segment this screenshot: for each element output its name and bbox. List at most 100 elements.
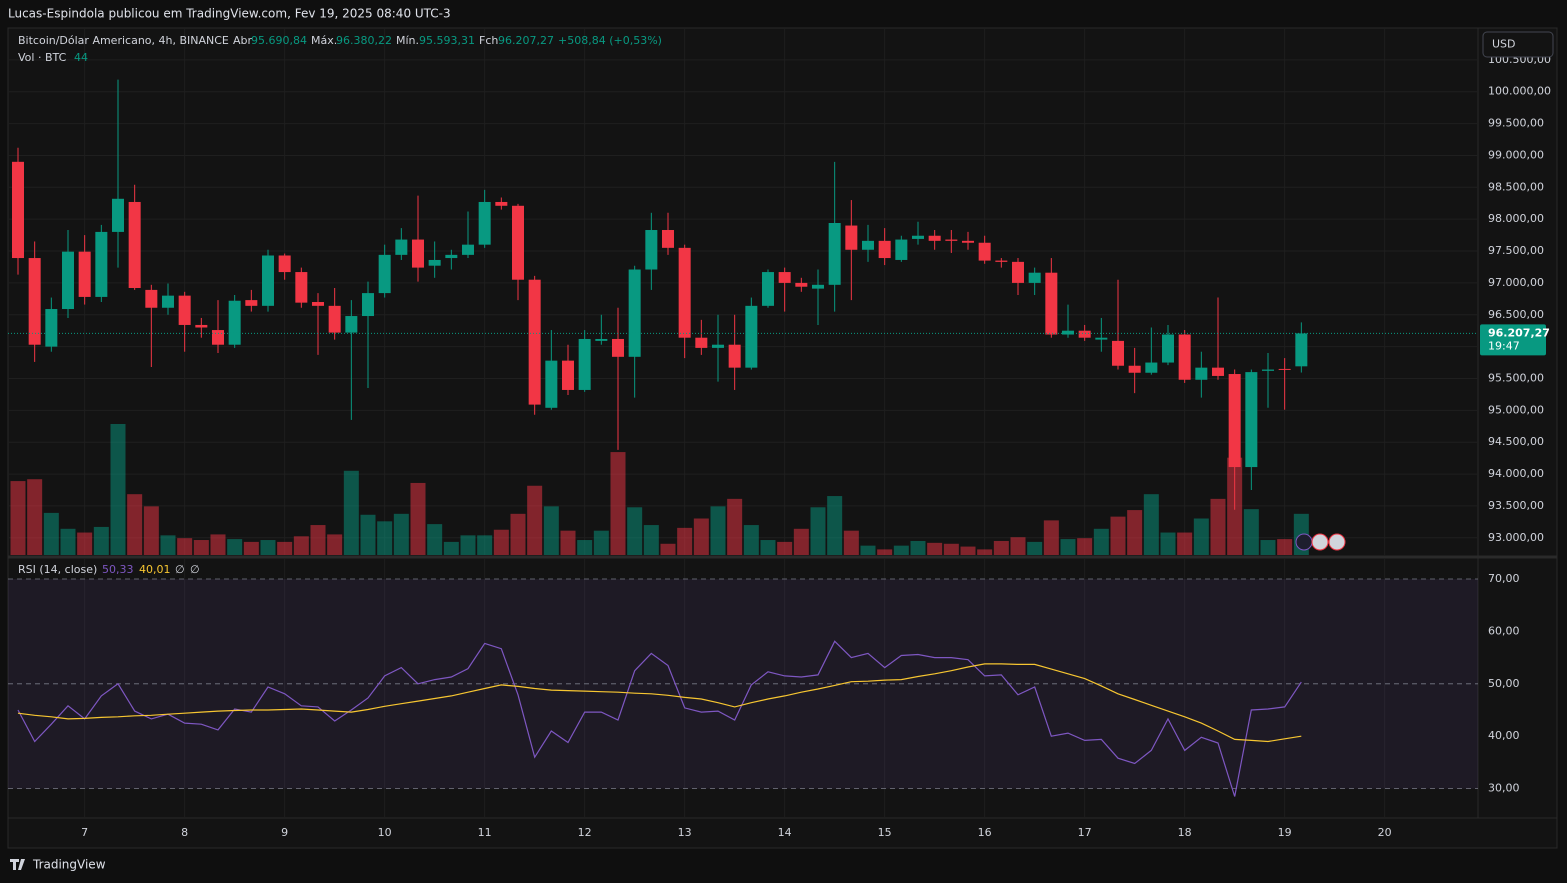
candle-body bbox=[545, 360, 558, 408]
rsi-line bbox=[17, 640, 1302, 797]
volume-bar bbox=[1193, 518, 1209, 555]
candle-body bbox=[328, 305, 341, 333]
candle-body bbox=[928, 235, 941, 241]
volume-bar bbox=[843, 530, 859, 555]
candle-body bbox=[695, 337, 708, 348]
plot: 93.000,00 93.500,00 94.000,00 94.500,00 95.0… bbox=[8, 28, 1551, 839]
volume-bar bbox=[510, 513, 526, 555]
volume-bar bbox=[760, 540, 776, 555]
volume-bar bbox=[1110, 516, 1126, 555]
rsi-extra: ∅ bbox=[175, 563, 185, 576]
candle-body bbox=[228, 300, 241, 345]
x-tick-label: 11 bbox=[478, 826, 492, 839]
currency-button[interactable] bbox=[1482, 31, 1554, 58]
volume-bar bbox=[993, 540, 1009, 555]
candle-body bbox=[95, 231, 108, 297]
publisher: Lucas-Espindola publicou em TradingView.… bbox=[8, 7, 451, 21]
brand-logo bbox=[10, 859, 25, 870]
volume-bar bbox=[543, 506, 559, 555]
volume-bar bbox=[643, 525, 659, 555]
low-value: 95.593,31 bbox=[419, 34, 475, 47]
volume-bar bbox=[893, 545, 909, 555]
volume-bar bbox=[143, 506, 159, 555]
candle-body bbox=[195, 324, 208, 328]
x-tick-label: 12 bbox=[578, 826, 592, 839]
y-tick-label: 94.500,00 bbox=[1488, 435, 1544, 448]
candle-body bbox=[45, 309, 58, 347]
volume-bar bbox=[810, 507, 826, 555]
candle-body bbox=[245, 300, 258, 306]
candle-body bbox=[712, 344, 724, 348]
volume-bar bbox=[660, 543, 676, 555]
x-tick-label: 7 bbox=[81, 826, 88, 839]
event-icon[interactable] bbox=[1311, 533, 1329, 551]
candle-body bbox=[462, 244, 474, 255]
volume-bar bbox=[60, 528, 76, 555]
y-tick-label: 93.500,00 bbox=[1488, 499, 1544, 512]
candle-body bbox=[862, 240, 874, 250]
rsi-tick-label: 70,00 bbox=[1488, 572, 1520, 585]
candle-body bbox=[1162, 334, 1174, 363]
y-tick-label: 94.000,00 bbox=[1488, 467, 1544, 480]
candle-body bbox=[12, 161, 24, 259]
chart-frame bbox=[7, 27, 1558, 849]
candle-body bbox=[78, 251, 91, 297]
y-tick-label: 95.500,00 bbox=[1488, 371, 1544, 384]
volume-bar bbox=[260, 540, 276, 555]
y-tick-label: 99.000,00 bbox=[1488, 148, 1544, 161]
y-tick-label: 97.000,00 bbox=[1488, 276, 1544, 289]
volume-bar bbox=[1177, 532, 1193, 555]
volume-bar bbox=[593, 530, 609, 555]
candle-body bbox=[1078, 330, 1091, 338]
candle-body bbox=[1062, 330, 1074, 335]
candle-body bbox=[428, 259, 441, 266]
high-value: 96.380,22 bbox=[336, 34, 392, 47]
candle-body bbox=[1228, 374, 1241, 468]
volume-bar bbox=[243, 541, 259, 555]
candle-body bbox=[795, 282, 808, 287]
currency[interactable]: USD bbox=[1492, 38, 1516, 51]
volume-bar bbox=[310, 525, 326, 555]
volume-bar bbox=[160, 535, 176, 555]
volume-bar bbox=[277, 541, 293, 555]
volume-bar bbox=[827, 496, 843, 555]
event-icon[interactable] bbox=[1328, 533, 1346, 551]
volume-bar bbox=[943, 543, 959, 555]
rsi-tick-label: 40,00 bbox=[1488, 729, 1520, 742]
volume-bar bbox=[1243, 509, 1259, 555]
volume-bar bbox=[77, 532, 93, 555]
candle-body bbox=[295, 272, 308, 303]
candle-body bbox=[678, 247, 691, 338]
volume-bar bbox=[877, 549, 893, 555]
candle-body bbox=[662, 230, 674, 248]
volume-bar bbox=[1043, 520, 1059, 555]
candle-body bbox=[345, 316, 358, 333]
candle-body bbox=[1178, 334, 1191, 380]
x-tick-label: 18 bbox=[1178, 826, 1192, 839]
last-price-box bbox=[1480, 324, 1546, 356]
candle-body bbox=[445, 254, 458, 259]
y-tick-label: 96.500,00 bbox=[1488, 308, 1544, 321]
candle-body bbox=[1128, 365, 1141, 373]
open-label: Abr bbox=[233, 34, 253, 47]
candle-body bbox=[1095, 337, 1108, 340]
volume-bar bbox=[1077, 538, 1093, 555]
candle-body bbox=[745, 305, 758, 368]
candle-body bbox=[995, 260, 1008, 262]
rsi-extra: ∅ bbox=[190, 563, 200, 576]
event-icon[interactable] bbox=[1295, 533, 1313, 551]
candle-body bbox=[628, 269, 641, 357]
volume-bar bbox=[743, 525, 759, 555]
volume-bar bbox=[793, 528, 809, 555]
event-icons bbox=[1295, 533, 1346, 551]
candle-body bbox=[962, 240, 974, 243]
candle-body bbox=[112, 198, 124, 232]
candle-body bbox=[762, 272, 774, 306]
x-tick-label: 17 bbox=[1078, 826, 1092, 839]
candle-body bbox=[395, 239, 408, 255]
volume-bar bbox=[927, 542, 943, 555]
candle-body bbox=[178, 295, 191, 325]
candle-body bbox=[145, 289, 158, 308]
volume-bar bbox=[427, 524, 443, 555]
y-tick-label: 98.500,00 bbox=[1488, 180, 1544, 193]
